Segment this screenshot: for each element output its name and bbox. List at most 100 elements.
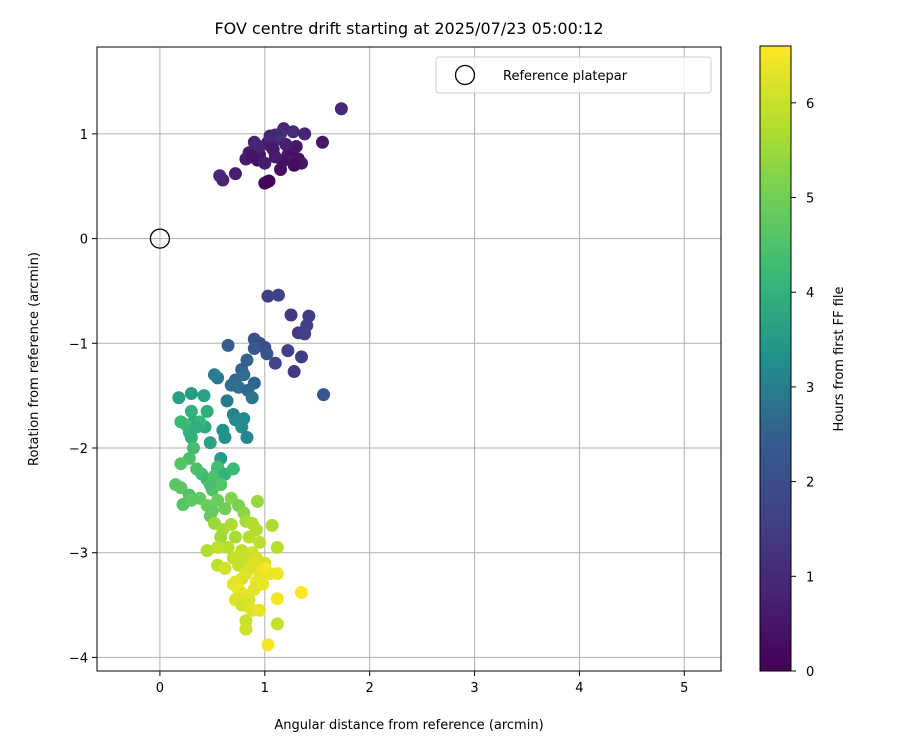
data-point bbox=[214, 478, 228, 492]
data-point bbox=[271, 288, 285, 302]
data-point bbox=[287, 365, 301, 379]
data-point bbox=[203, 436, 217, 450]
data-point bbox=[237, 368, 251, 382]
data-point bbox=[334, 102, 348, 116]
y-tick-label: −2 bbox=[69, 442, 88, 457]
data-point bbox=[274, 127, 288, 141]
data-point bbox=[184, 431, 198, 445]
data-point bbox=[260, 347, 274, 361]
data-point bbox=[186, 441, 200, 455]
data-point bbox=[213, 169, 227, 183]
y-tick-label: 1 bbox=[80, 128, 88, 143]
data-point bbox=[200, 544, 214, 558]
colorbar-ticks: 0 1 2 3 4 5 6 bbox=[791, 97, 814, 680]
data-point bbox=[228, 167, 242, 181]
data-point bbox=[270, 567, 284, 581]
data-point bbox=[247, 342, 261, 356]
data-points bbox=[169, 102, 348, 652]
data-point bbox=[221, 338, 235, 352]
data-point bbox=[211, 540, 225, 554]
data-point bbox=[174, 457, 188, 471]
colorbar-tick-label: 0 bbox=[806, 665, 814, 680]
data-point bbox=[200, 404, 214, 418]
grid-lines bbox=[97, 47, 721, 671]
x-tick-label: 5 bbox=[680, 681, 688, 696]
data-point bbox=[287, 158, 301, 172]
data-point bbox=[211, 493, 225, 507]
data-point bbox=[245, 391, 259, 405]
data-point bbox=[317, 388, 331, 402]
x-tick-label: 3 bbox=[470, 681, 478, 696]
data-point bbox=[270, 540, 284, 554]
plot-border bbox=[96, 46, 722, 672]
colorbar-tick-label: 2 bbox=[806, 476, 814, 491]
data-point bbox=[256, 577, 270, 591]
legend: Reference platepar bbox=[435, 56, 712, 94]
data-point bbox=[218, 502, 232, 516]
data-point bbox=[235, 420, 249, 434]
reference-platepar-marker bbox=[149, 228, 171, 249]
data-point bbox=[315, 135, 329, 149]
data-point bbox=[262, 174, 276, 188]
data-point bbox=[263, 129, 277, 143]
x-tick-label: 0 bbox=[156, 681, 164, 696]
data-point bbox=[174, 481, 188, 495]
colorbar-tick-label: 3 bbox=[806, 381, 814, 396]
data-point bbox=[221, 540, 235, 554]
data-point bbox=[279, 137, 293, 151]
colorbar bbox=[759, 45, 792, 672]
data-point bbox=[286, 125, 300, 139]
data-point bbox=[261, 289, 275, 303]
data-point bbox=[218, 561, 232, 575]
data-point bbox=[214, 530, 228, 544]
data-point bbox=[265, 518, 279, 532]
data-point bbox=[298, 327, 312, 341]
data-point bbox=[239, 622, 253, 636]
plot-area bbox=[97, 47, 721, 671]
data-point bbox=[258, 156, 272, 170]
data-point bbox=[270, 617, 284, 631]
data-point bbox=[226, 462, 240, 476]
colorbar-label: Hours from first FF file bbox=[832, 286, 847, 431]
data-point bbox=[295, 350, 308, 364]
data-point bbox=[284, 308, 298, 322]
data-point bbox=[281, 344, 295, 358]
data-point bbox=[253, 139, 267, 153]
data-point bbox=[261, 638, 275, 652]
data-point bbox=[298, 127, 312, 141]
y-tick-label: −1 bbox=[69, 337, 88, 352]
colorbar-tick-label: 4 bbox=[806, 286, 814, 301]
data-point bbox=[228, 530, 242, 544]
data-point bbox=[174, 415, 188, 429]
data-point bbox=[218, 431, 232, 445]
data-point bbox=[295, 585, 308, 599]
x-tick-label: 4 bbox=[575, 681, 583, 696]
y-tick-label: −4 bbox=[69, 651, 88, 666]
data-point bbox=[184, 387, 198, 401]
data-point bbox=[247, 556, 261, 570]
y-axis-ticks: −4 −3 −2 −1 0 1 bbox=[69, 128, 97, 666]
chart-title: FOV centre drift starting at 2025/07/23 … bbox=[214, 19, 603, 38]
x-axis-label: Angular distance from reference (arcmin) bbox=[274, 718, 543, 733]
data-point bbox=[258, 561, 272, 575]
data-point bbox=[220, 394, 234, 408]
data-point bbox=[253, 603, 267, 617]
colorbar-tick-label: 1 bbox=[806, 570, 814, 585]
x-axis-ticks: 0 1 2 3 4 5 bbox=[156, 671, 688, 696]
data-point bbox=[203, 478, 217, 492]
colorbar-tick-label: 5 bbox=[806, 192, 814, 207]
legend-marker bbox=[454, 64, 476, 86]
data-point bbox=[270, 592, 284, 606]
data-point bbox=[232, 558, 246, 572]
data-point bbox=[242, 530, 256, 544]
legend-label: Reference platepar bbox=[503, 69, 628, 84]
data-point bbox=[253, 535, 267, 549]
data-point bbox=[172, 391, 186, 405]
data-point bbox=[224, 517, 238, 531]
data-point bbox=[264, 139, 278, 153]
data-point bbox=[207, 368, 221, 382]
colorbar-tick-label: 6 bbox=[806, 97, 814, 112]
x-tick-label: 2 bbox=[366, 681, 374, 696]
x-tick-label: 1 bbox=[261, 681, 269, 696]
data-point bbox=[245, 150, 259, 164]
